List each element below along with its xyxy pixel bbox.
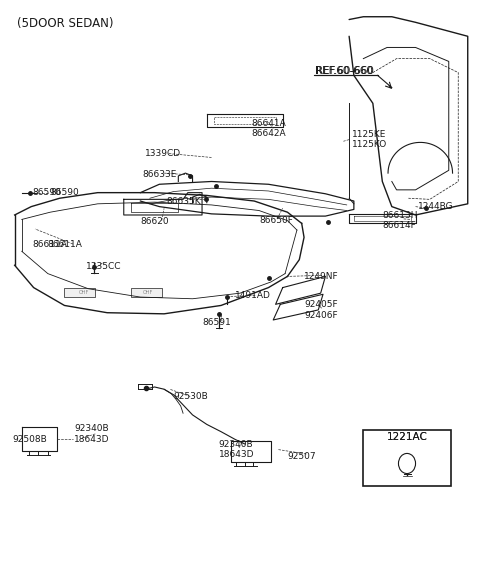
Text: 1125KE
1125KO: 1125KE 1125KO — [351, 130, 387, 149]
Text: 1491AD: 1491AD — [235, 292, 271, 301]
Text: 92405F
92406F: 92405F 92406F — [304, 300, 337, 320]
Text: 86590: 86590 — [50, 188, 79, 197]
Text: (5DOOR SEDAN): (5DOOR SEDAN) — [17, 17, 113, 30]
Text: 86611A: 86611A — [48, 240, 83, 249]
Text: 86611A: 86611A — [33, 240, 68, 249]
Text: REF.60-660: REF.60-660 — [316, 66, 374, 76]
Circle shape — [398, 453, 416, 474]
Text: 1244BG: 1244BG — [418, 202, 454, 211]
Text: 1221AC: 1221AC — [386, 432, 428, 442]
Text: OHF: OHF — [143, 290, 153, 295]
Text: 92530B: 92530B — [174, 392, 208, 401]
Text: 1221AC: 1221AC — [386, 432, 428, 442]
Bar — [64, 288, 96, 297]
Text: 1249NF: 1249NF — [304, 272, 339, 281]
Text: 86650F: 86650F — [259, 216, 293, 225]
Text: REF.60-660: REF.60-660 — [315, 66, 373, 76]
Bar — [363, 430, 451, 486]
Text: 86641A
86642A: 86641A 86642A — [252, 119, 287, 138]
Text: 86633E: 86633E — [143, 170, 177, 179]
Text: 92340B
18643D: 92340B 18643D — [74, 424, 109, 444]
Text: 86635K: 86635K — [167, 196, 201, 205]
Text: 92340B
18643D: 92340B 18643D — [219, 440, 254, 459]
Text: OHF: OHF — [78, 290, 88, 295]
Text: 1335CC: 1335CC — [86, 262, 121, 271]
Text: 92508B: 92508B — [12, 435, 47, 444]
Text: 86613H
86614F: 86613H 86614F — [383, 211, 418, 230]
Bar — [131, 288, 162, 297]
Text: 92507: 92507 — [288, 452, 316, 461]
Text: 86591: 86591 — [202, 318, 231, 327]
Text: 86620: 86620 — [140, 217, 169, 226]
Text: 1339CD: 1339CD — [145, 149, 181, 158]
Text: 86590: 86590 — [33, 188, 61, 197]
